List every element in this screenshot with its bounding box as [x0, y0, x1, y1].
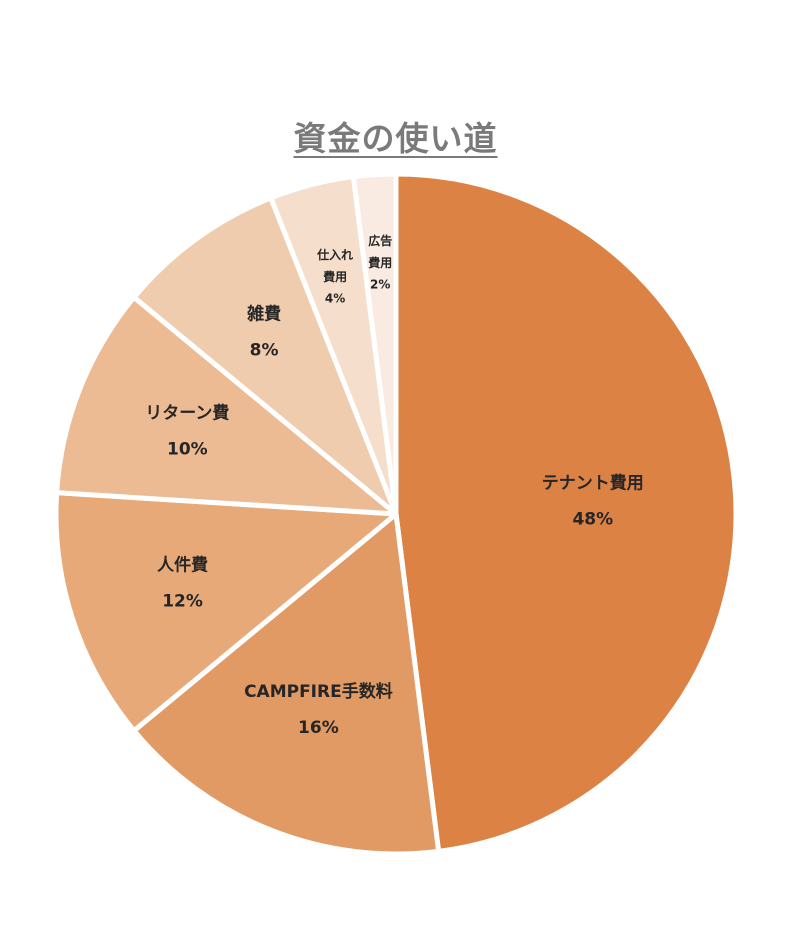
pie-slice-5 — [131, 195, 399, 517]
pie-slice-2 — [131, 511, 442, 857]
slice-label-7: 広告費用 — [368, 232, 392, 269]
slice-label-group-5: 雑費 8% — [246, 303, 281, 360]
slice-label-2: CAMPFIRE手数料 — [244, 681, 393, 702]
slice-label-group-3: 人件費 12% — [157, 554, 208, 611]
slice-value-label-7: 2% — [370, 277, 390, 291]
pie-slice-3 — [53, 490, 399, 734]
slice-value-label-4: 10% — [167, 439, 208, 459]
slice-label-group-7: 広告費用 2% — [368, 232, 392, 291]
slice-label-6: 仕入れ費用 — [316, 246, 353, 283]
pie-slices — [53, 171, 739, 857]
slice-label-group-4: リターン費 10% — [145, 402, 229, 459]
pie-labels: テナント費用 48% CAMPFIRE手数料 16% 人件費 12% リターン費 10% 雑費 8… — [145, 232, 644, 738]
slice-value-label-1: 48% — [572, 510, 613, 530]
slice-value-label-6: 4% — [325, 291, 345, 305]
slice-label-1: テナント費用 — [542, 473, 644, 494]
slice-value-label-5: 8% — [250, 340, 279, 360]
pie-slice-7 — [350, 171, 399, 517]
slice-label-group-2: CAMPFIRE手数料 16% — [244, 681, 393, 738]
slice-label-5: 雑費 — [246, 303, 281, 324]
slice-label-group-6: 仕入れ費用 4% — [316, 246, 353, 305]
slice-label-3: 人件費 — [157, 554, 208, 575]
slice-label-4: リターン費 — [145, 402, 229, 423]
pie-slice-1 — [393, 171, 739, 854]
slice-label-group-1: テナント費用 48% — [542, 473, 644, 530]
chart-title: 資金の使い道 — [0, 112, 791, 160]
slice-value-label-3: 12% — [162, 591, 203, 611]
slice-value-label-2: 16% — [298, 718, 339, 738]
chart-title-text: 資金の使い道 — [293, 119, 498, 158]
pie-slice-4 — [54, 294, 399, 517]
